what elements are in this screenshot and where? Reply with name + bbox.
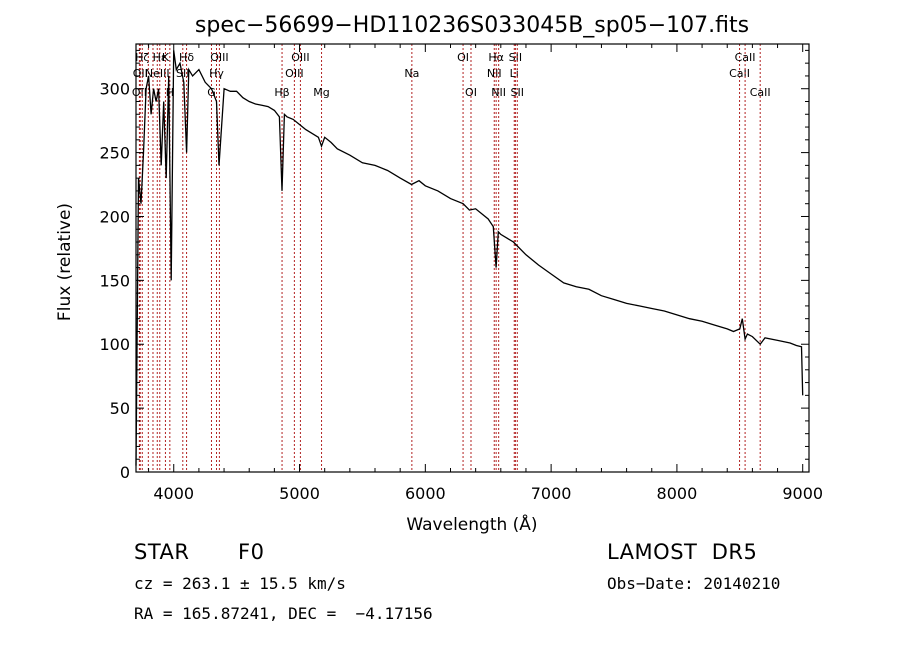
x-tick-label-1: 5000 bbox=[279, 484, 320, 503]
y-tick-label-5: 250 bbox=[99, 144, 130, 163]
line-label-26: SII bbox=[511, 86, 524, 99]
line-label-18: Na bbox=[404, 67, 419, 80]
line-label-23: NII bbox=[491, 86, 506, 99]
line-label-19: OI bbox=[457, 51, 469, 64]
line-label-10: Hδ bbox=[179, 51, 194, 64]
y-tick-label-0: 0 bbox=[120, 463, 130, 482]
coordinates: RA = 165.87241, DEC = −4.17156 bbox=[134, 604, 433, 623]
plot-frame bbox=[135, 43, 810, 473]
chart-title: spec−56699−HD110236S033045B_sp05−107.fit… bbox=[195, 13, 749, 38]
line-label-17: Mg bbox=[313, 86, 329, 99]
chart-axes: 4000 5000 6000 7000 8000 9000 0 50 100 150 200 250 3… bbox=[99, 43, 823, 503]
line-label-8: H bbox=[166, 86, 174, 99]
x-tick-label-2: 6000 bbox=[405, 484, 446, 503]
observation-date: Obs−Date: 20140210 bbox=[607, 574, 781, 593]
y-tick-label-2: 100 bbox=[99, 335, 130, 354]
redshift-velocity: cz = 263.1 ± 15.5 km/s bbox=[134, 574, 346, 593]
line-label-14: Hβ bbox=[274, 86, 289, 99]
y-axis-label: Flux (relative) bbox=[55, 203, 75, 321]
line-label-28: CaII bbox=[735, 51, 756, 64]
line-label-29: CaII bbox=[750, 86, 771, 99]
object-class: STAR bbox=[134, 540, 190, 564]
line-label-12: Hγ bbox=[209, 67, 224, 80]
object-subclass: F0 bbox=[238, 540, 265, 564]
x-tick-label-5: 9000 bbox=[782, 484, 823, 503]
y-tick-label-6: 300 bbox=[99, 80, 130, 99]
y-tick-label-1: 50 bbox=[110, 399, 130, 418]
x-tick-label-4: 8000 bbox=[657, 484, 698, 503]
spectrum-plot bbox=[135, 50, 804, 466]
line-label-20: OI bbox=[465, 86, 477, 99]
line-label-22: Hα bbox=[488, 51, 504, 64]
y-tick-label-3: 150 bbox=[99, 271, 130, 290]
line-label-5: NeIII bbox=[145, 67, 170, 80]
line-label-13: OIII bbox=[210, 51, 228, 64]
line-label-24: Li bbox=[510, 67, 519, 80]
emission-line-markers: OIIOIIHζNeIIIHεKHSIIHδGHγOIIIHβOIIIOIIIM… bbox=[132, 44, 771, 472]
survey-name: LAMOST DR5 bbox=[607, 540, 758, 564]
line-label-21: NII bbox=[487, 67, 502, 80]
line-label-2: Hζ bbox=[135, 51, 149, 64]
line-label-7: K bbox=[162, 51, 170, 64]
spectrum-line bbox=[135, 50, 804, 466]
line-label-11: G bbox=[207, 86, 216, 99]
line-label-6: Hε bbox=[153, 51, 167, 64]
x-axis-label: Wavelength (Å) bbox=[406, 513, 537, 535]
x-tick-label-3: 7000 bbox=[531, 484, 572, 503]
line-label-25: SII bbox=[509, 51, 522, 64]
y-tick-label-4: 200 bbox=[99, 207, 130, 226]
line-label-27: CaII bbox=[729, 67, 750, 80]
line-label-15: OIII bbox=[285, 67, 303, 80]
line-label-16: OIII bbox=[291, 51, 309, 64]
line-label-0: OII bbox=[132, 86, 147, 99]
x-tick-label-0: 4000 bbox=[153, 484, 194, 503]
